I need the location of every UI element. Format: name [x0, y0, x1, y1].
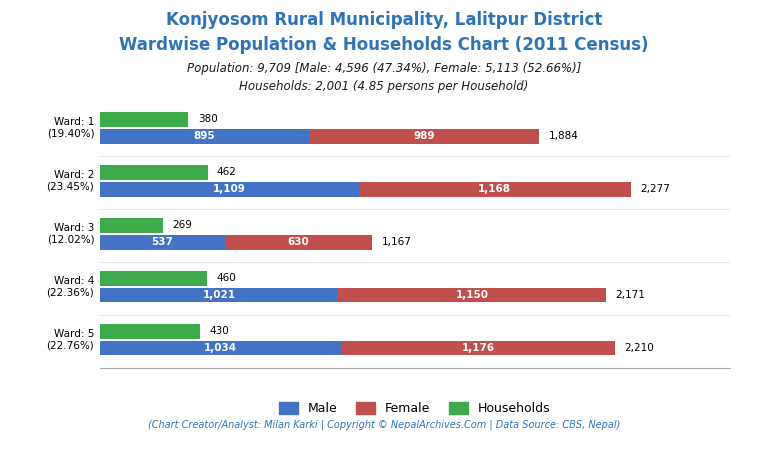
Text: 630: 630 — [288, 237, 310, 247]
Bar — [100, 324, 200, 339]
Bar — [100, 271, 207, 286]
Legend: Male, Female, Households: Male, Female, Households — [274, 397, 555, 420]
Bar — [341, 341, 615, 356]
Text: 380: 380 — [198, 114, 217, 124]
Text: 2,210: 2,210 — [624, 343, 654, 353]
Text: 1,176: 1,176 — [462, 343, 495, 353]
Bar — [338, 288, 606, 303]
Text: 1,884: 1,884 — [548, 131, 578, 141]
Text: 269: 269 — [172, 220, 192, 230]
Bar — [100, 235, 225, 250]
Bar — [225, 235, 372, 250]
Bar — [100, 165, 207, 180]
Bar — [309, 129, 539, 144]
Text: 2,277: 2,277 — [641, 184, 670, 194]
Bar — [100, 129, 309, 144]
Text: 1,168: 1,168 — [478, 184, 511, 194]
Bar — [359, 182, 631, 197]
Text: 2,171: 2,171 — [615, 290, 645, 300]
Text: (Chart Creator/Analyst: Milan Karki | Copyright © NepalArchives.Com | Data Sourc: (Chart Creator/Analyst: Milan Karki | Co… — [147, 420, 621, 430]
Text: Wardwise Population & Households Chart (2011 Census): Wardwise Population & Households Chart (… — [119, 36, 649, 54]
Text: Konjyosom Rural Municipality, Lalitpur District: Konjyosom Rural Municipality, Lalitpur D… — [166, 11, 602, 29]
Text: Population: 9,709 [Male: 4,596 (47.34%), Female: 5,113 (52.66%)]: Population: 9,709 [Male: 4,596 (47.34%),… — [187, 62, 581, 75]
Text: 1,167: 1,167 — [382, 237, 411, 247]
Text: 1,034: 1,034 — [204, 343, 237, 353]
Bar — [100, 288, 338, 303]
Bar — [100, 218, 163, 233]
Bar — [100, 112, 188, 127]
Text: 895: 895 — [194, 131, 215, 141]
Text: 462: 462 — [217, 167, 237, 177]
Text: Households: 2,001 (4.85 persons per Household): Households: 2,001 (4.85 persons per Hous… — [240, 80, 528, 93]
Text: 537: 537 — [151, 237, 174, 247]
Bar — [100, 182, 359, 197]
Text: 460: 460 — [217, 273, 237, 283]
Text: 989: 989 — [413, 131, 435, 141]
Text: 1,150: 1,150 — [455, 290, 488, 300]
Bar — [100, 341, 341, 356]
Text: 1,021: 1,021 — [203, 290, 236, 300]
Text: 430: 430 — [210, 326, 229, 336]
Text: 1,109: 1,109 — [213, 184, 246, 194]
